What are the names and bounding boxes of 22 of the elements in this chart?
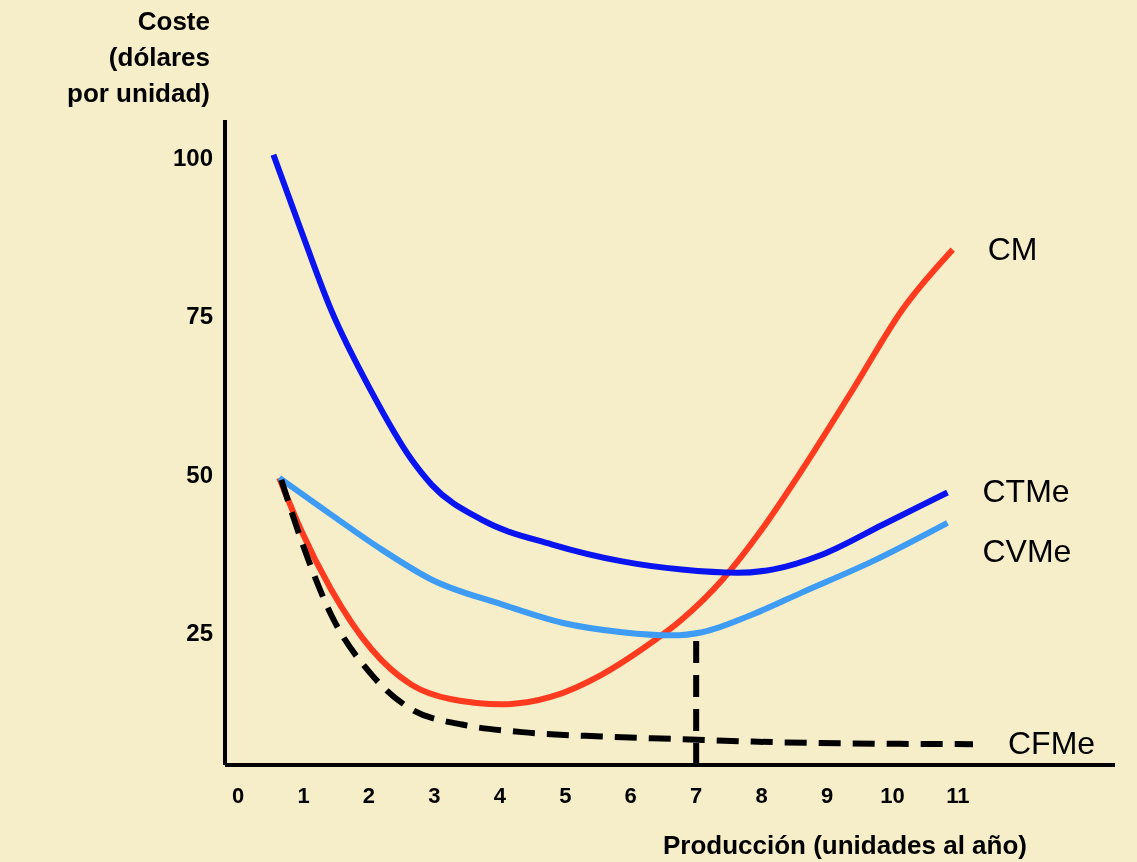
x-tick-label: 11 [946, 783, 970, 808]
series-label: CM [987, 230, 1038, 267]
series-label: CVMe [982, 533, 1072, 570]
series-label: CFMe [1007, 725, 1096, 762]
x-tick-label: 5 [559, 783, 572, 808]
y-axis-title: Coste (dólares por unidad) [67, 6, 210, 108]
x-tick-label: 3 [428, 783, 441, 808]
x-tick-label: 6 [624, 783, 637, 808]
series-label: CTMe [982, 473, 1070, 510]
y-tick-label: 100 [172, 144, 213, 172]
x-tick-label: 7 [690, 783, 703, 808]
x-axis-title: Producción (unidades al año) [662, 830, 1027, 860]
x-tick-label: 9 [820, 783, 834, 808]
y-tick-label: 75 [186, 302, 213, 330]
x-tick-label: 10 [880, 783, 905, 808]
x-tick-label: 8 [755, 783, 768, 808]
x-tick-label: 1 [297, 783, 310, 808]
x-tick-label: 4 [493, 783, 507, 808]
x-tick-label: 2 [362, 783, 376, 808]
y-tick-label: 50 [186, 460, 213, 488]
y-tick-label: 25 [186, 618, 213, 646]
x-tick-label: 0 [231, 783, 245, 808]
